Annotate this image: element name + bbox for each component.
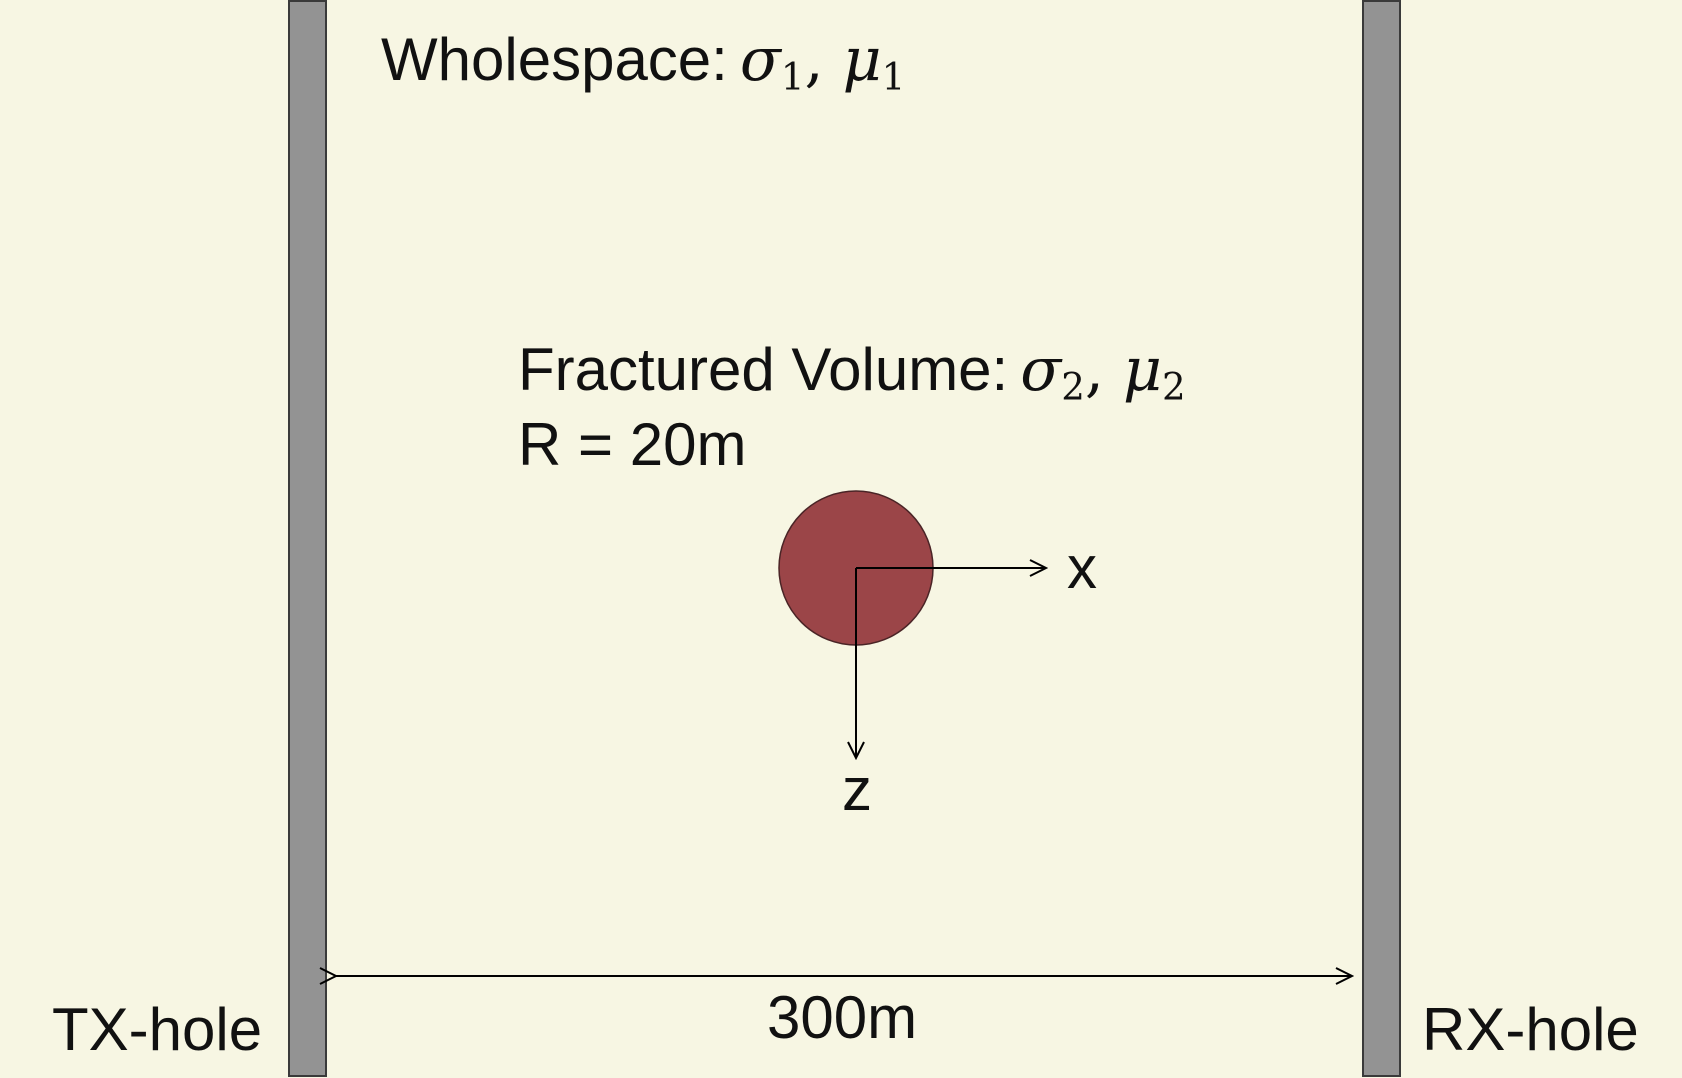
wholespace-text: Wholespace:: [381, 26, 728, 93]
rx-hole-label: RX-hole: [1422, 996, 1639, 1063]
sigma-subscript: 1: [780, 54, 805, 99]
radius-label: R = 20m: [518, 411, 747, 478]
fractured-volume-label: Fractured Volume: σ2, μ2: [518, 336, 1186, 405]
sigma-symbol: σ: [739, 25, 781, 95]
distance-label: 300m: [767, 984, 918, 1051]
sigma-symbol: σ: [1020, 335, 1062, 405]
tx-borehole: [288, 0, 327, 1077]
mu-subscript: 2: [1162, 364, 1186, 409]
z-axis-label: z: [842, 756, 872, 823]
rx-borehole: [1362, 0, 1401, 1077]
x-axis-label: x: [1067, 534, 1097, 601]
separator: ,: [804, 25, 843, 95]
wholespace-properties: σ1, μ1: [740, 30, 905, 95]
separator: ,: [1084, 335, 1124, 405]
mu-symbol: μ: [842, 25, 882, 95]
mu-symbol: μ: [1123, 335, 1163, 405]
fractured-volume-text: Fractured Volume:: [518, 336, 1009, 403]
wholespace-label: Wholespace: σ1, μ1: [381, 26, 905, 95]
fractured-volume-properties: σ2, μ2: [1020, 340, 1185, 405]
tx-hole-label: TX-hole: [52, 996, 263, 1063]
sigma-subscript: 2: [1061, 364, 1085, 409]
mu-subscript: 1: [881, 54, 906, 99]
